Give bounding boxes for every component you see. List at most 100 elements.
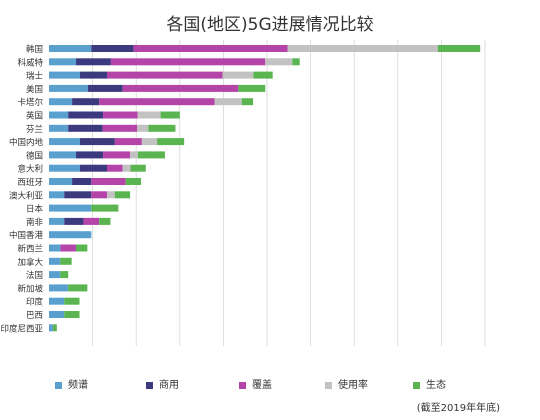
legend-swatch: [146, 381, 153, 389]
bar-segment-覆盖: [106, 71, 223, 79]
bar-segment-频谱: [49, 324, 53, 332]
bar-segment-覆盖: [103, 151, 131, 159]
bar-segment-频谱: [49, 204, 92, 212]
legend-label: 商用: [159, 380, 179, 391]
bar-segment-覆盖: [102, 124, 138, 132]
category-label: 瑞士: [26, 71, 44, 82]
bar-segment-生态: [437, 45, 481, 52]
bar-segment-覆盖: [99, 98, 215, 106]
bar-segment-生态: [52, 324, 57, 332]
bar-segment-频谱: [49, 271, 61, 279]
category-label: 中国香港: [9, 230, 44, 241]
category-label: 澳大利亚: [9, 190, 44, 201]
bar-segment-商用: [87, 84, 123, 92]
bar-segment-商用: [79, 71, 107, 79]
bar-segment-商用: [68, 111, 104, 119]
legend-item: 使用率: [325, 376, 368, 391]
bar-segment-频谱: [49, 217, 65, 225]
bar-segment-生态: [76, 244, 88, 252]
bar-segment-频谱: [49, 124, 69, 132]
bar-segment-使用率: [265, 58, 293, 66]
bar-segment-商用: [79, 138, 115, 146]
bar-segment-频谱: [49, 244, 61, 252]
category-label: 印度: [26, 297, 44, 308]
bar-segment-商用: [76, 151, 104, 159]
legend-label: 覆盖: [252, 380, 272, 391]
bar-segment-生态: [60, 257, 72, 265]
bar-segment-生态: [64, 311, 80, 318]
legend-label: 生态: [426, 380, 446, 391]
bar-segment-生态: [157, 138, 185, 146]
bar-segment-使用率: [137, 124, 149, 132]
bar-segment-频谱: [49, 191, 65, 199]
bar-segment-使用率: [214, 98, 242, 106]
category-label: 意大利: [17, 164, 43, 175]
bar-segment-生态: [125, 178, 141, 185]
bar-segment-覆盖: [122, 84, 239, 92]
legend-label: 频谱: [68, 380, 88, 391]
category-label: 日本: [26, 204, 44, 215]
category-label: 新加坡: [17, 283, 43, 294]
category-label: 巴西: [26, 311, 43, 321]
bar-segment-使用率: [130, 151, 138, 159]
bar-segment-频谱: [49, 111, 69, 119]
bar-segment-生态: [238, 84, 266, 92]
bar-segment-覆盖: [60, 244, 77, 252]
bar-segment-生态: [130, 164, 146, 172]
bar-segment-商用: [72, 98, 100, 106]
bar-segment-商用: [72, 178, 92, 185]
bar-segment-使用率: [106, 191, 115, 199]
bar-segment-频谱: [49, 98, 73, 106]
category-label: 印度尼西亚: [0, 323, 43, 334]
legend-swatch: [325, 381, 332, 389]
bar-segment-频谱: [49, 311, 65, 318]
legend-item: 商用: [146, 376, 179, 391]
bar-segment-生态: [148, 124, 176, 132]
category-label: 韩国: [26, 44, 43, 55]
bar-segment-生态: [99, 217, 111, 225]
legend-swatch: [413, 381, 420, 389]
bar-segment-使用率: [137, 111, 161, 119]
bar-segment-频谱: [49, 84, 88, 92]
category-label: 西班牙: [17, 177, 43, 188]
bar-segment-使用率: [222, 71, 254, 79]
category-label: 芬兰: [26, 124, 43, 135]
bar-segment-商用: [91, 45, 134, 52]
bar-segment-覆盖: [110, 58, 266, 66]
bar-segment-覆盖: [91, 178, 126, 185]
bar-segment-覆盖: [103, 111, 138, 119]
category-label: 南非: [26, 217, 44, 228]
bar-segment-使用率: [141, 138, 158, 146]
bar-segment-频谱: [49, 58, 77, 66]
bar-segment-商用: [76, 58, 111, 66]
bar-segment-频谱: [49, 284, 69, 292]
bar-segment-生态: [292, 58, 300, 66]
bar-segment-覆盖: [114, 138, 142, 146]
legend-item: 覆盖: [239, 376, 272, 391]
bar-segment-生态: [253, 71, 273, 79]
bar-segment-使用率: [287, 45, 438, 52]
chart-title: 各国(地区)5G进展情况比较: [166, 15, 374, 35]
bar-segment-商用: [64, 217, 84, 225]
legend-label: 使用率: [338, 380, 368, 391]
category-label: 美国: [26, 84, 43, 95]
category-label: 卡塔尔: [17, 97, 43, 108]
bar-segment-使用率: [122, 164, 131, 172]
category-label: 中国内地: [9, 137, 44, 148]
bar-segment-频谱: [49, 151, 77, 159]
bar-segment-覆盖: [91, 191, 107, 199]
legend-item: 频谱: [55, 376, 88, 391]
bar-segment-频谱: [49, 164, 80, 172]
category-label: 加拿大: [17, 257, 43, 268]
bar-segment-生态: [60, 271, 69, 279]
legend-swatch: [239, 381, 246, 389]
bar-segment-生态: [91, 204, 119, 212]
legend-item: 生态: [413, 376, 446, 391]
category-label: 英国: [26, 111, 43, 122]
category-label: 科威特: [17, 57, 43, 68]
bar-segment-生态: [160, 111, 180, 119]
bar-segment-频谱: [49, 178, 73, 185]
bar-segment-商用: [79, 164, 107, 172]
bar-segment-频谱: [49, 297, 65, 305]
